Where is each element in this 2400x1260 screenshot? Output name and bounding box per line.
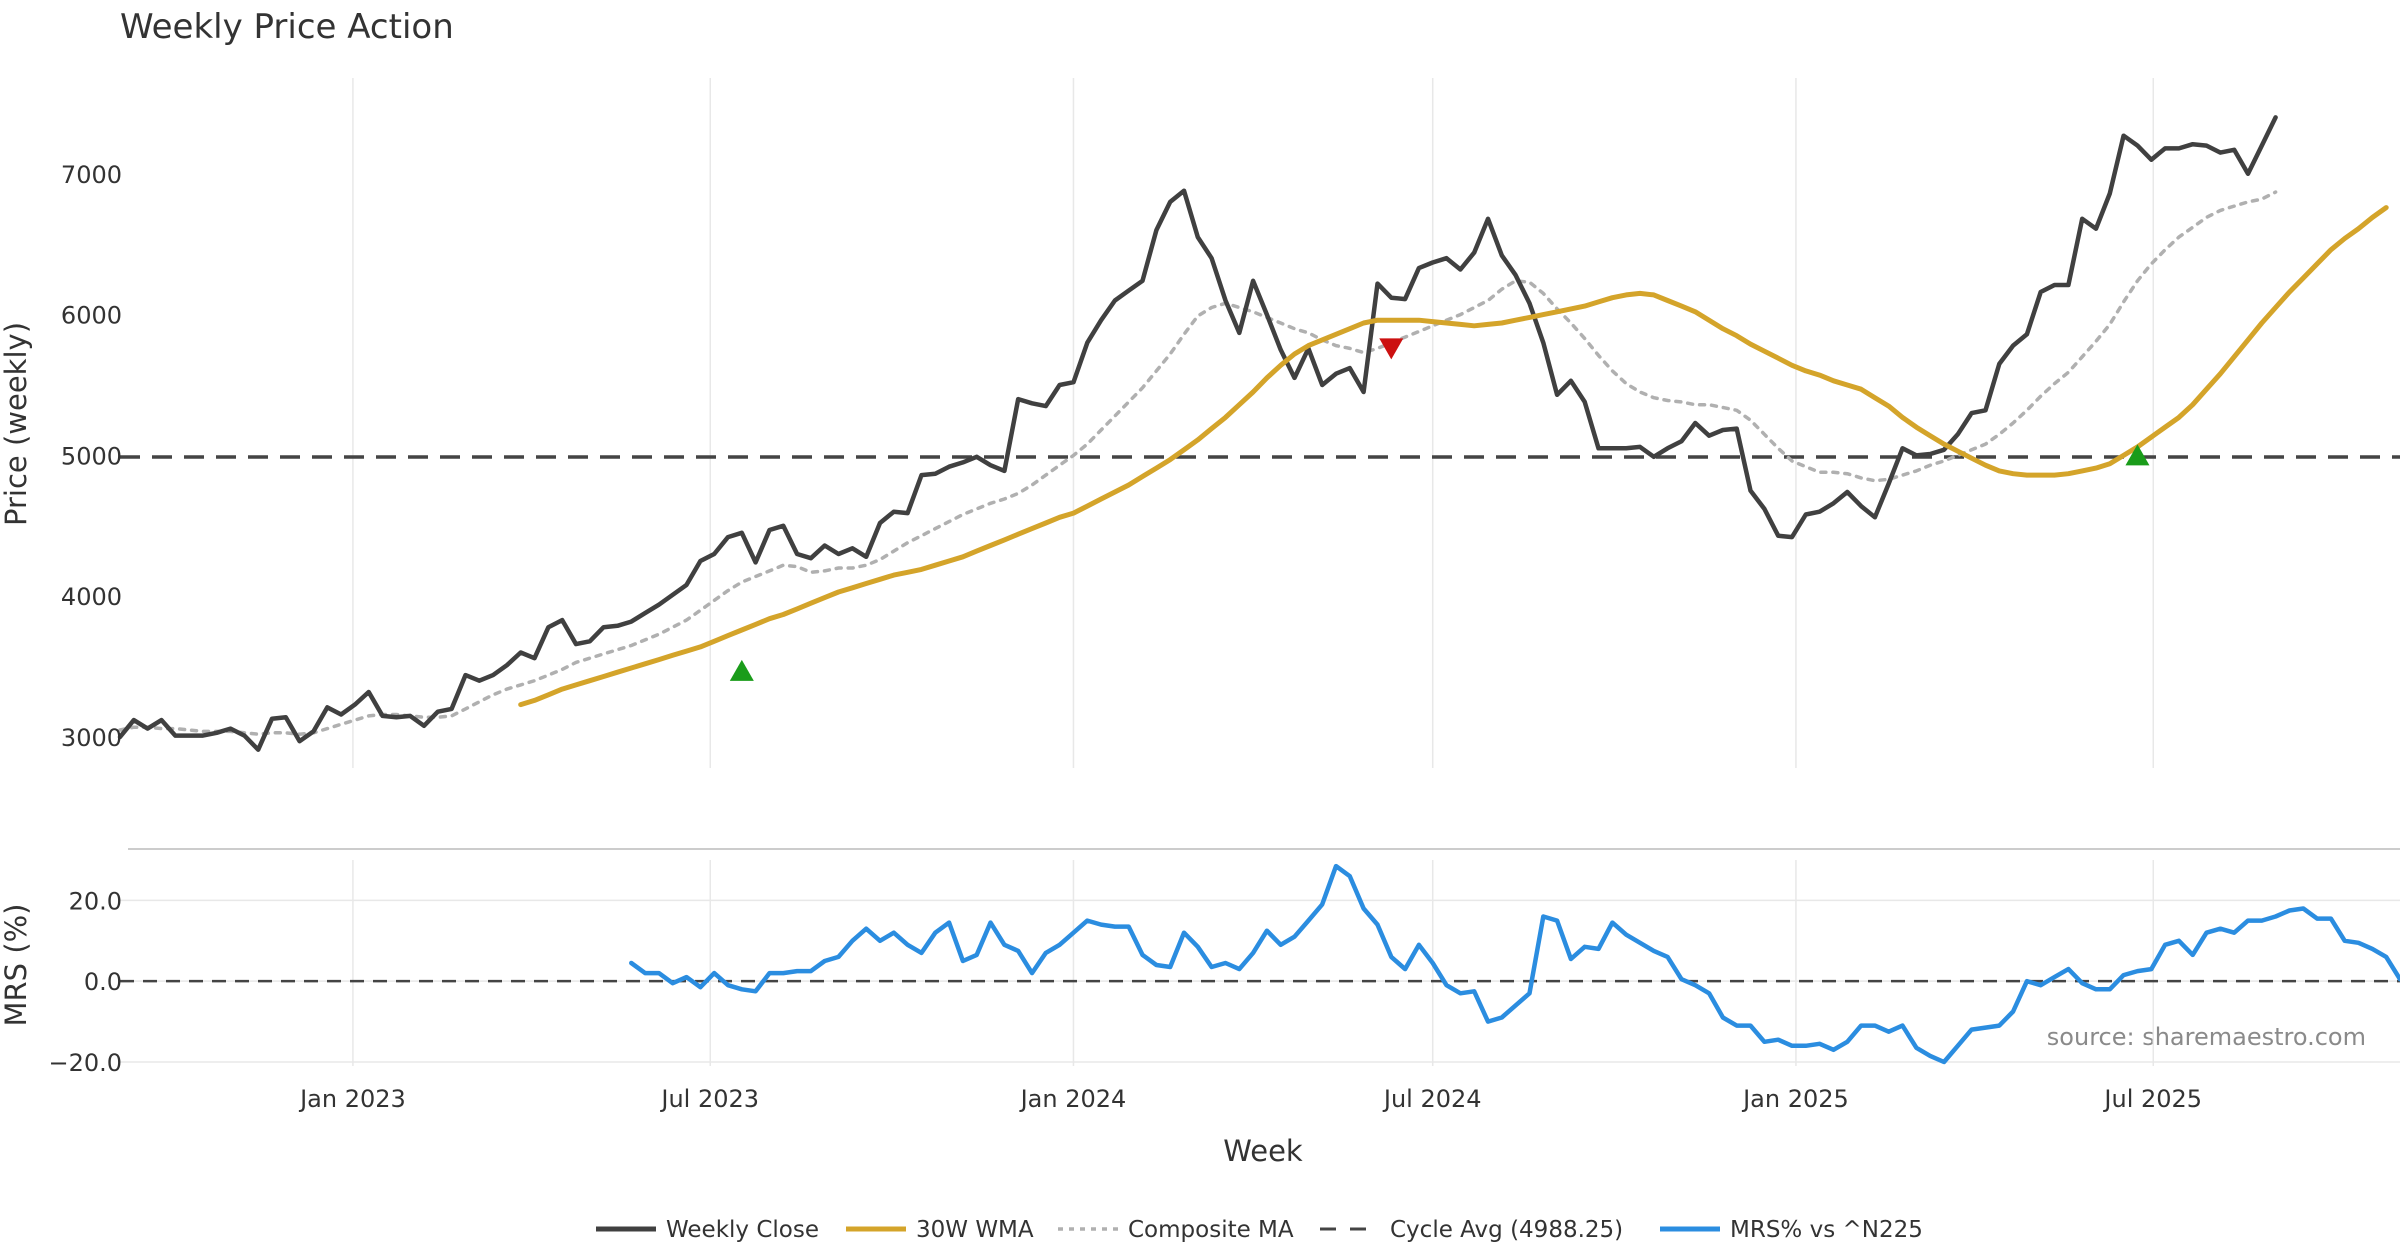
x-axis-label: Week <box>1223 1134 1303 1168</box>
x-tick-label: Jul 2024 <box>1382 1085 1482 1113</box>
legend: Weekly Close 30W WMA Composite MA Cycle Avg… <box>596 1217 1923 1243</box>
series-lines <box>117 115 2400 1065</box>
mrs-y-tick-label: 0.0 <box>84 968 122 996</box>
reference-lines <box>120 455 2400 983</box>
mrs-y-tick-label: 20.0 <box>69 887 122 915</box>
price-axis-label: Price (weekly) <box>0 322 33 526</box>
buy-signal-marker <box>2125 444 2150 466</box>
legend-label: Composite MA <box>1128 1217 1294 1243</box>
series-composite-ma <box>118 190 2278 736</box>
x-tick-label: Jan 2023 <box>298 1085 406 1113</box>
legend-label: Weekly Close <box>666 1217 819 1243</box>
price-y-tick-label: 7000 <box>61 161 122 189</box>
mrs-axis-label: MRS (%) <box>0 904 33 1027</box>
x-tick-label: Jan 2024 <box>1019 1085 1127 1113</box>
price-y-tick-label: 3000 <box>61 724 122 752</box>
chart-title: Weekly Price Action <box>120 7 454 47</box>
source-note: source: sharemaestro.com <box>2047 1023 2366 1051</box>
gridlines <box>120 78 2400 1066</box>
signal-markers <box>729 338 2150 681</box>
mrs-y-tick-label: −20.0 <box>48 1049 122 1077</box>
price-y-tick-label: 4000 <box>61 583 122 611</box>
series-30w-wma <box>518 205 2389 708</box>
sell-signal-marker <box>1379 338 1404 360</box>
legend-label: 30W WMA <box>916 1217 1034 1243</box>
series-mrs-vs-n225 <box>629 863 2400 1065</box>
legend-label: MRS% vs ^N225 <box>1730 1217 1923 1243</box>
price-y-tick-label: 6000 <box>61 302 122 330</box>
price-y-tick-label: 5000 <box>61 442 122 470</box>
legend-label: Cycle Avg (4988.25) <box>1390 1217 1623 1243</box>
axis-ticks: Jan 2023 Jul 2023 Jan 2024 Jul 2024 Jan 2025… <box>48 161 2202 1113</box>
x-tick-label: Jan 2025 <box>1741 1085 1849 1113</box>
x-tick-label: Jul 2025 <box>2102 1085 2202 1113</box>
buy-signal-marker <box>729 659 754 681</box>
series-weekly-close <box>117 115 2278 752</box>
x-tick-label: Jul 2023 <box>659 1085 759 1113</box>
